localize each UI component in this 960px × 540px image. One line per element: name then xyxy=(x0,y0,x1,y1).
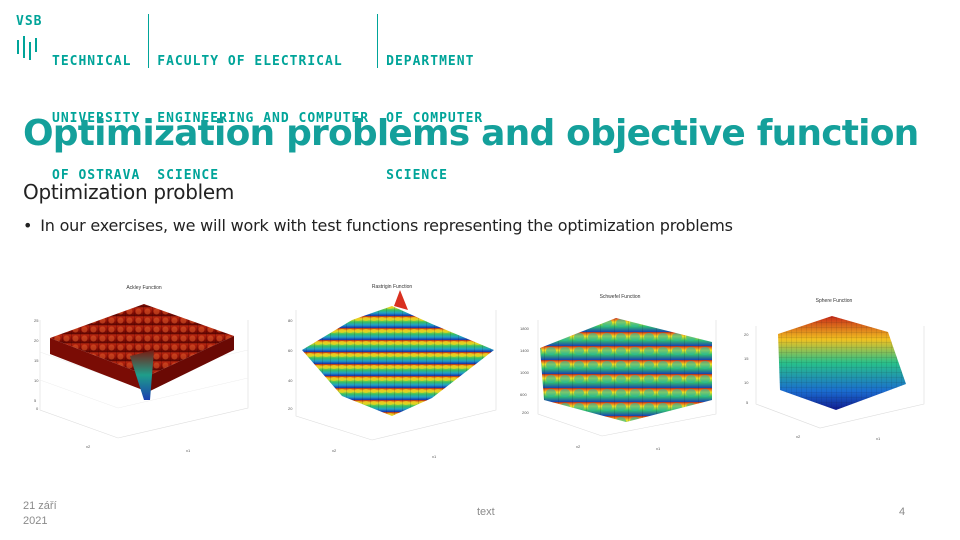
university-logo: VSB xyxy=(16,14,52,66)
svg-text:20: 20 xyxy=(34,338,39,343)
page-number: 4 xyxy=(899,506,906,518)
svg-text:x1: x1 xyxy=(656,446,661,451)
svg-text:15: 15 xyxy=(34,358,39,363)
svg-text:600: 600 xyxy=(520,392,527,397)
svg-text:1800: 1800 xyxy=(520,326,530,331)
university-name: TECHNICAL UNIVERSITY OF OSTRAVA xyxy=(52,54,141,183)
footer-text: text xyxy=(477,506,495,518)
svg-text:20: 20 xyxy=(744,332,749,337)
svg-text:5: 5 xyxy=(746,400,749,405)
bullet-dot: • xyxy=(23,216,33,235)
svg-text:x2: x2 xyxy=(796,434,801,439)
plot-title: Rastrigin Function xyxy=(372,284,413,290)
bullet-item: • In our exercises, we will work with tes… xyxy=(23,216,733,235)
footer-date: 21 září 2021 xyxy=(23,500,57,527)
svg-text:x1: x1 xyxy=(432,454,437,459)
svg-text:25: 25 xyxy=(34,318,39,323)
header-divider xyxy=(377,14,379,68)
svg-text:0: 0 xyxy=(36,406,39,411)
faculty-name: FACULTY OF ELECTRICAL ENGINEERING AND CO… xyxy=(157,54,370,183)
svg-text:1400: 1400 xyxy=(520,348,530,353)
svg-text:80: 80 xyxy=(288,318,293,323)
header-divider xyxy=(148,14,150,68)
svg-text:x2: x2 xyxy=(332,448,337,453)
logo-vsb-text: VSB xyxy=(16,14,43,29)
svg-text:x1: x1 xyxy=(186,448,191,453)
slide-subtitle: Optimization problem xyxy=(23,180,235,204)
svg-text:x1: x1 xyxy=(876,436,881,441)
schwefel-surface-plot: Schwefel Function 1800 1400 1000 600 200 x2 x… xyxy=(520,294,717,451)
svg-text:x2: x2 xyxy=(576,444,581,449)
svg-text:200: 200 xyxy=(522,410,529,415)
department-name: DEPARTMENT OF COMPUTER SCIENCE xyxy=(386,54,484,183)
svg-text:1000: 1000 xyxy=(520,370,530,375)
plot-title: Sphere Function xyxy=(816,298,853,304)
rastrigin-surface-plot: Rastrigin Function 80 60 40 20 x2 x1 xyxy=(288,284,497,459)
bullet-text: In our exercises, we will work with test… xyxy=(40,216,733,235)
svg-text:10: 10 xyxy=(34,378,39,383)
sphere-surface-plot: Sphere Function 20 15 10 5 x2 x1 xyxy=(744,298,925,441)
svg-text:40: 40 xyxy=(288,378,293,383)
svg-text:20: 20 xyxy=(288,406,293,411)
svg-text:60: 60 xyxy=(288,348,293,353)
ackley-surface-plot: Ackley Function 25 20 15 10 5 0 x2 x1 xyxy=(34,285,249,453)
slide-title: Optimization problems and objective func… xyxy=(23,113,919,154)
svg-text:x2: x2 xyxy=(86,444,91,449)
plot-title: Schwefel Function xyxy=(600,294,641,300)
svg-text:5: 5 xyxy=(34,398,37,403)
svg-text:15: 15 xyxy=(744,356,749,361)
header: VSB TECHNICAL UNIVERSITY OF OSTRAVA FACU… xyxy=(16,14,483,183)
logo-bars-icon xyxy=(17,36,37,60)
svg-text:10: 10 xyxy=(744,380,749,385)
plot-title: Ackley Function xyxy=(126,285,162,291)
